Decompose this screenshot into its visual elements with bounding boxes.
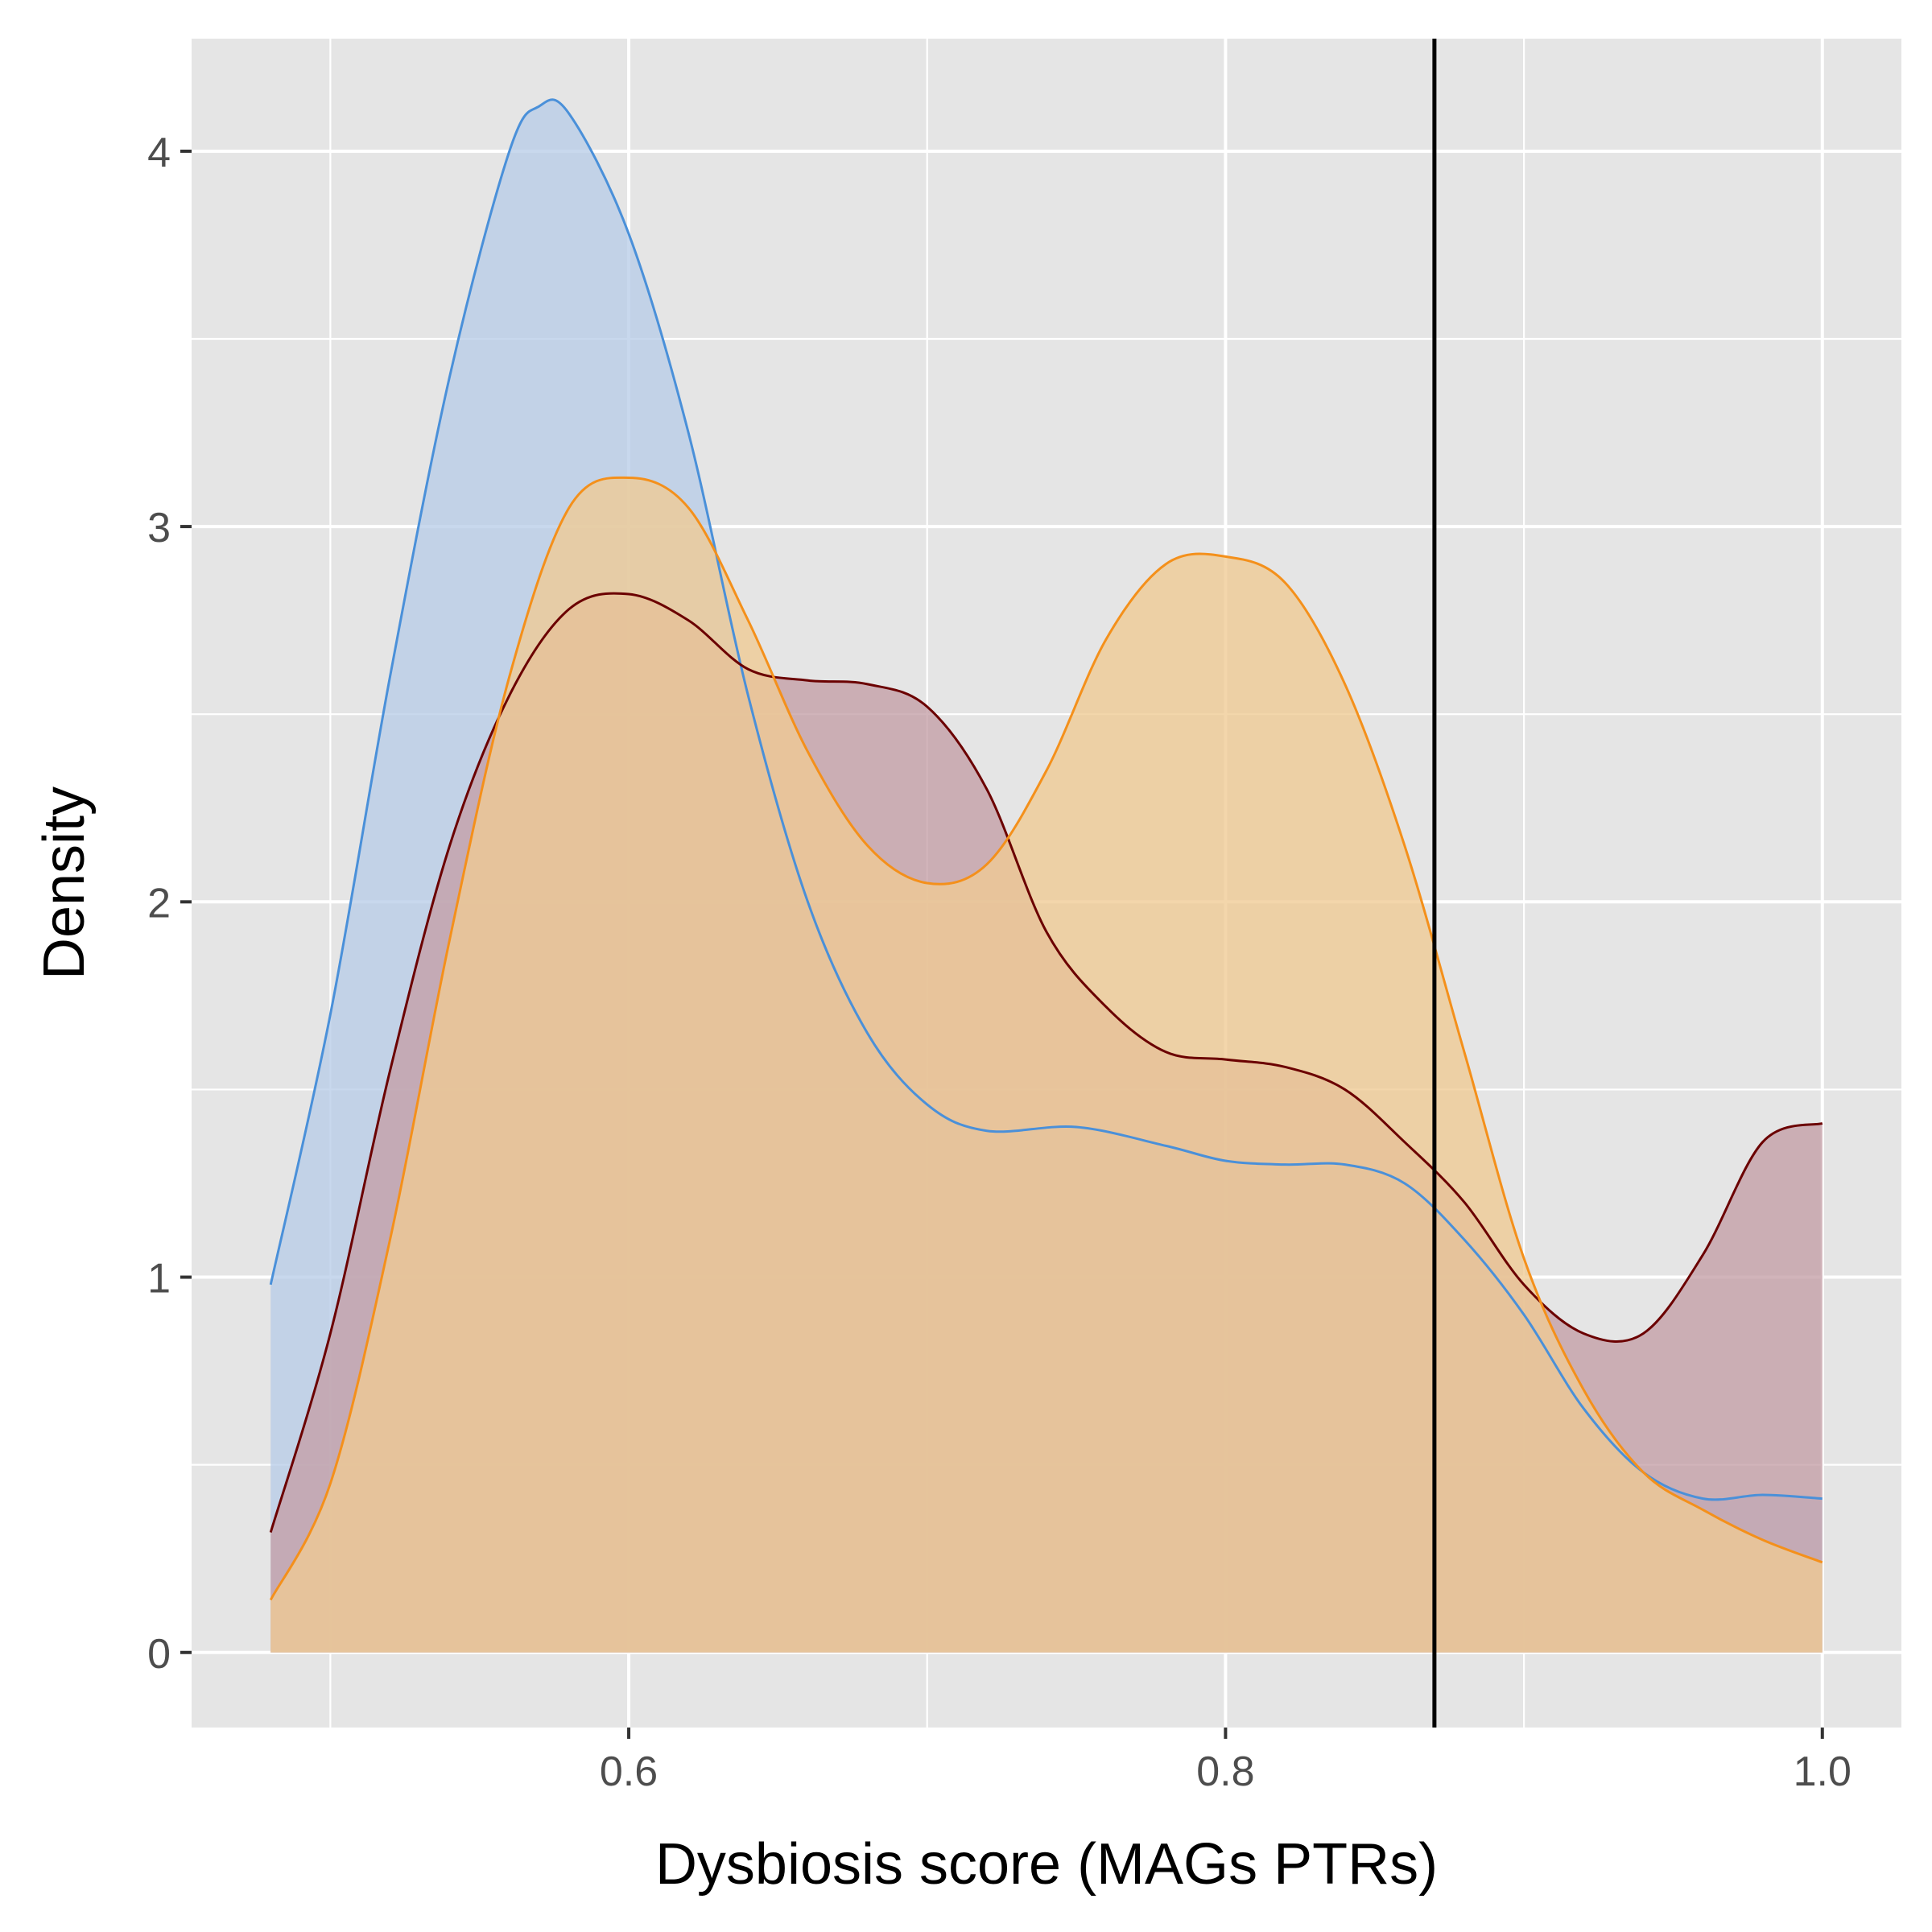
y-tick-label: 2 [147,880,171,927]
x-tick-label: 1.0 [1794,1748,1852,1795]
density-line-2 [269,592,1823,1533]
y-tick-label: 3 [147,505,171,551]
y-tick-label: 0 [147,1631,171,1678]
x-tick-label: 0.8 [1196,1748,1254,1795]
x-axis-title: Dysbiosis score (MAGs PTRs) [655,1832,1438,1897]
density-line-1 [269,98,1823,1501]
axis-layer: 0.6 0.8 1.0 0 1 2 3 4 [147,130,1852,1795]
density-line-3 [269,476,1823,1601]
y-axis-title: Density [32,786,97,980]
y-tick-label: 4 [147,130,171,176]
y-tick-label: 1 [147,1256,171,1302]
x-tick-label: 0.6 [600,1748,658,1795]
